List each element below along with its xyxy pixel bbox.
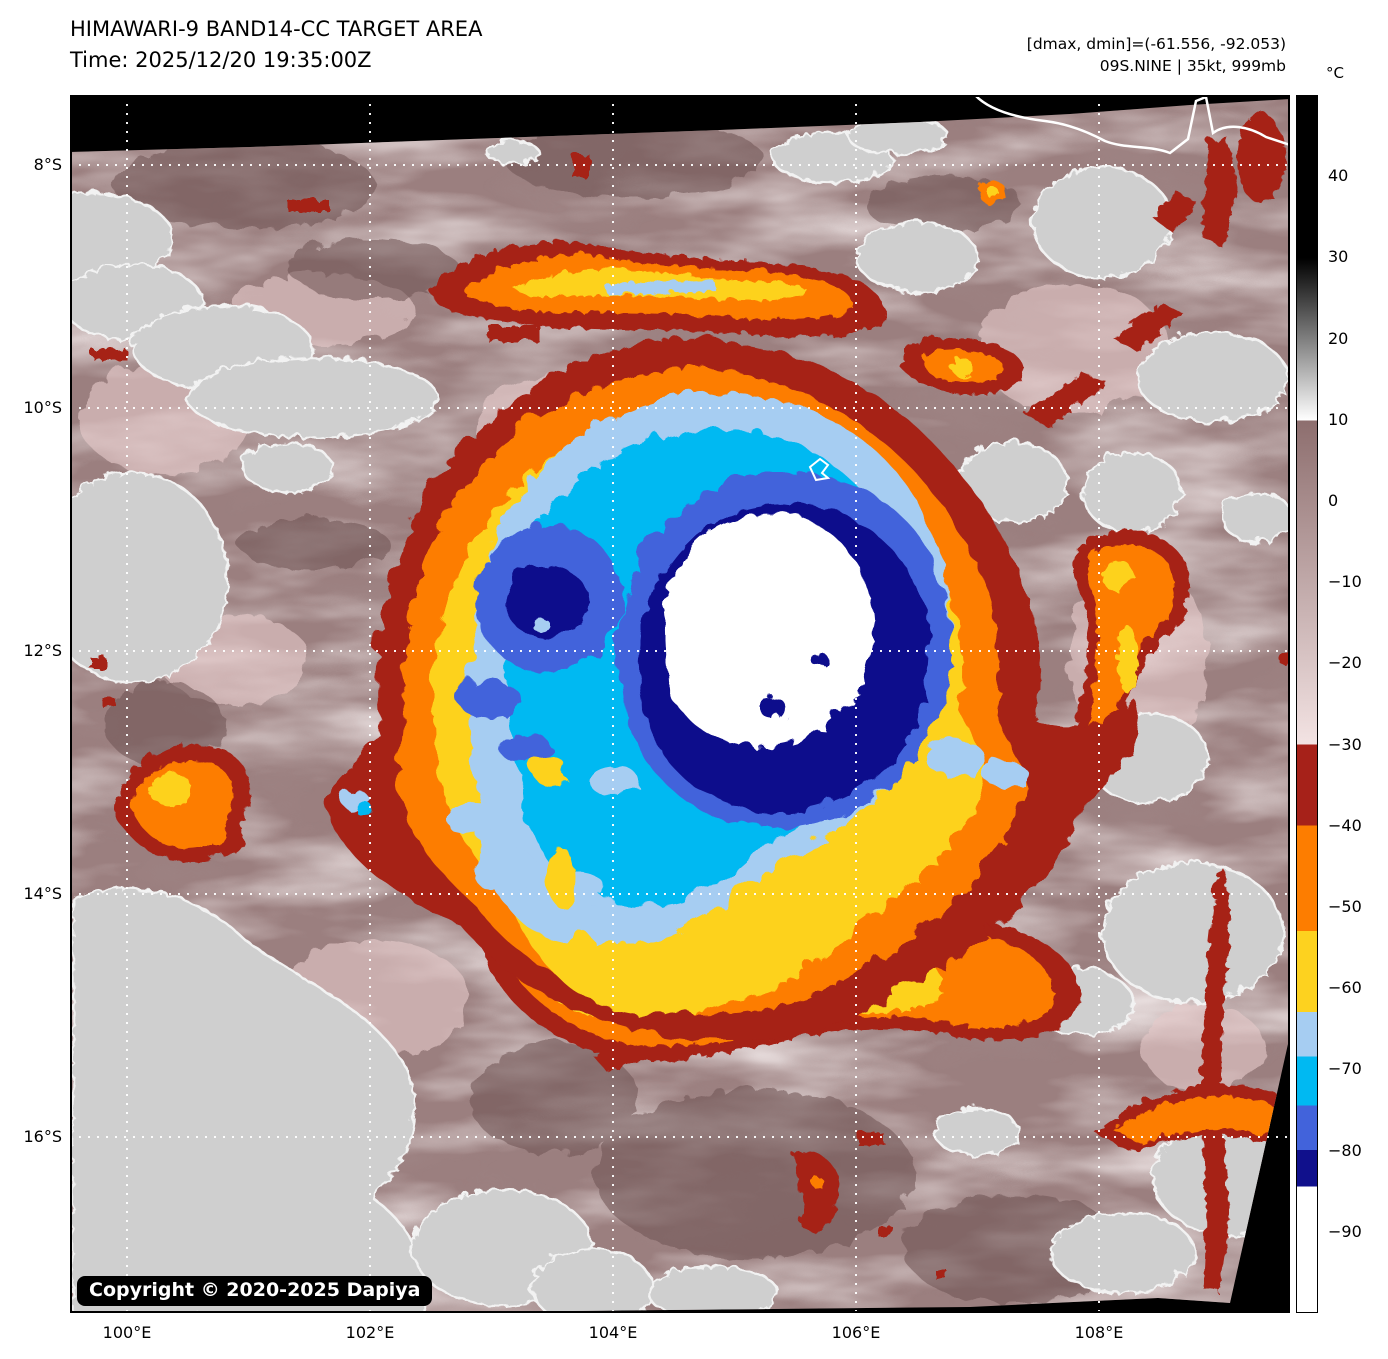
annotation-storm-info: 09S.NINE | 35kt, 999mb — [1099, 57, 1286, 75]
cyclone-core-white — [659, 509, 870, 744]
colorbar-tick-label: −30 — [1328, 734, 1362, 754]
lon-tick-label: 102°E — [345, 1323, 395, 1342]
coastline — [974, 95, 1290, 155]
map-frame — [70, 95, 1290, 1313]
lon-tick-label: 104°E — [588, 1323, 638, 1342]
lat-tick-label: 10°S — [23, 398, 62, 417]
dark-cloud-patches — [100, 117, 1120, 1300]
lat-tick-label: 8°S — [33, 155, 62, 174]
lat-tick-label: 16°S — [23, 1127, 62, 1146]
annotation-dmax-dmin: [dmax, dmin]=(-61.556, -92.053) — [1026, 35, 1286, 53]
colorbar-tick-label: 30 — [1328, 247, 1349, 267]
lon-tick-label: 108°E — [1074, 1323, 1124, 1342]
colorbar-tick-label: −50 — [1328, 897, 1362, 916]
map-canvas — [70, 95, 1290, 1313]
time-subtitle: Time: 2025/12/20 19:35:00Z — [70, 48, 372, 72]
colorbar — [1296, 95, 1318, 1313]
page-title: HIMAWARI-9 BAND14-CC TARGET AREA — [70, 17, 483, 41]
colorbar-tick-label: 0 — [1328, 491, 1339, 510]
lat-tick-label: 12°S — [23, 641, 62, 660]
colorbar-tick-label: −10 — [1328, 572, 1362, 592]
colorbar-unit-label: °C — [1326, 64, 1344, 82]
cyclone — [320, 333, 1137, 1038]
title-block: HIMAWARI-9 BAND14-CC TARGET AREA Time: 2… — [70, 14, 482, 76]
colorbar-tick-label: −90 — [1328, 1221, 1362, 1241]
lon-tick-label: 100°E — [102, 1323, 152, 1342]
colorbar-tick-label: −20 — [1328, 653, 1362, 673]
colorbar-tick-label: 40 — [1328, 166, 1349, 186]
colorbar-tick-label: −60 — [1328, 978, 1362, 998]
colorbar-tick-label: 20 — [1328, 328, 1349, 348]
lon-tick-label: 106°E — [831, 1323, 881, 1342]
annotation-block: [dmax, dmin]=(-61.556, -92.053) 09S.NINE… — [886, 33, 1286, 77]
island-coastline-icon — [808, 457, 831, 482]
colorbar-tick-label: −40 — [1328, 815, 1362, 835]
colorbar-tick-label: −80 — [1328, 1140, 1362, 1160]
colorbar-tick-label: 10 — [1328, 409, 1349, 429]
satellite-image — [70, 99, 1290, 1313]
colorbar-tick-label: −70 — [1328, 1059, 1362, 1079]
lat-tick-label: 14°S — [23, 884, 62, 903]
copyright-badge: Copyright © 2020-2025 Dapiya — [77, 1276, 433, 1306]
satellite-map — [70, 95, 1290, 1313]
